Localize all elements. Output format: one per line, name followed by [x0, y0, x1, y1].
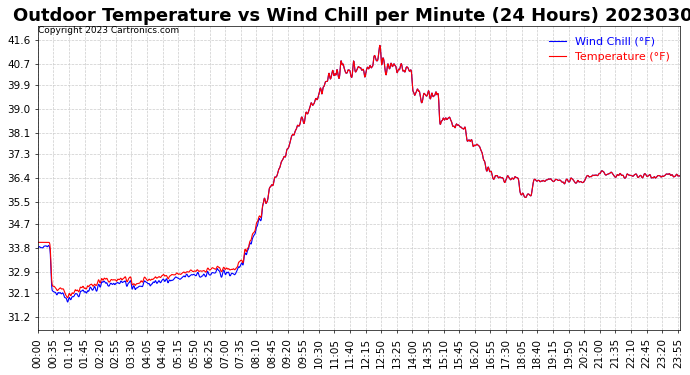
- Temperature (°F): [676, 174, 684, 178]
- Wind Chill (°F): [161, 279, 170, 283]
- Temperature (°F): [34, 240, 42, 244]
- Temperature (°F): [600, 170, 609, 175]
- Temperature (°F): [63, 296, 72, 300]
- Temperature (°F): [544, 177, 552, 182]
- Wind Chill (°F): [177, 276, 185, 281]
- Wind Chill (°F): [376, 43, 384, 48]
- Wind Chill (°F): [34, 245, 42, 250]
- Wind Chill (°F): [63, 300, 72, 304]
- Temperature (°F): [177, 272, 185, 276]
- Wind Chill (°F): [248, 236, 257, 240]
- Line: Temperature (°F): Temperature (°F): [38, 45, 680, 298]
- Wind Chill (°F): [544, 177, 552, 182]
- Line: Wind Chill (°F): Wind Chill (°F): [38, 45, 680, 302]
- Wind Chill (°F): [600, 170, 609, 175]
- Wind Chill (°F): [460, 127, 468, 131]
- Legend: Wind Chill (°F), Temperature (°F): Wind Chill (°F), Temperature (°F): [544, 32, 674, 66]
- Temperature (°F): [161, 273, 170, 278]
- Temperature (°F): [248, 231, 257, 236]
- Wind Chill (°F): [676, 174, 684, 178]
- Temperature (°F): [376, 43, 384, 48]
- Temperature (°F): [460, 127, 468, 131]
- Text: Copyright 2023 Cartronics.com: Copyright 2023 Cartronics.com: [38, 27, 179, 36]
- Title: Outdoor Temperature vs Wind Chill per Minute (24 Hours) 20230308: Outdoor Temperature vs Wind Chill per Mi…: [12, 7, 690, 25]
